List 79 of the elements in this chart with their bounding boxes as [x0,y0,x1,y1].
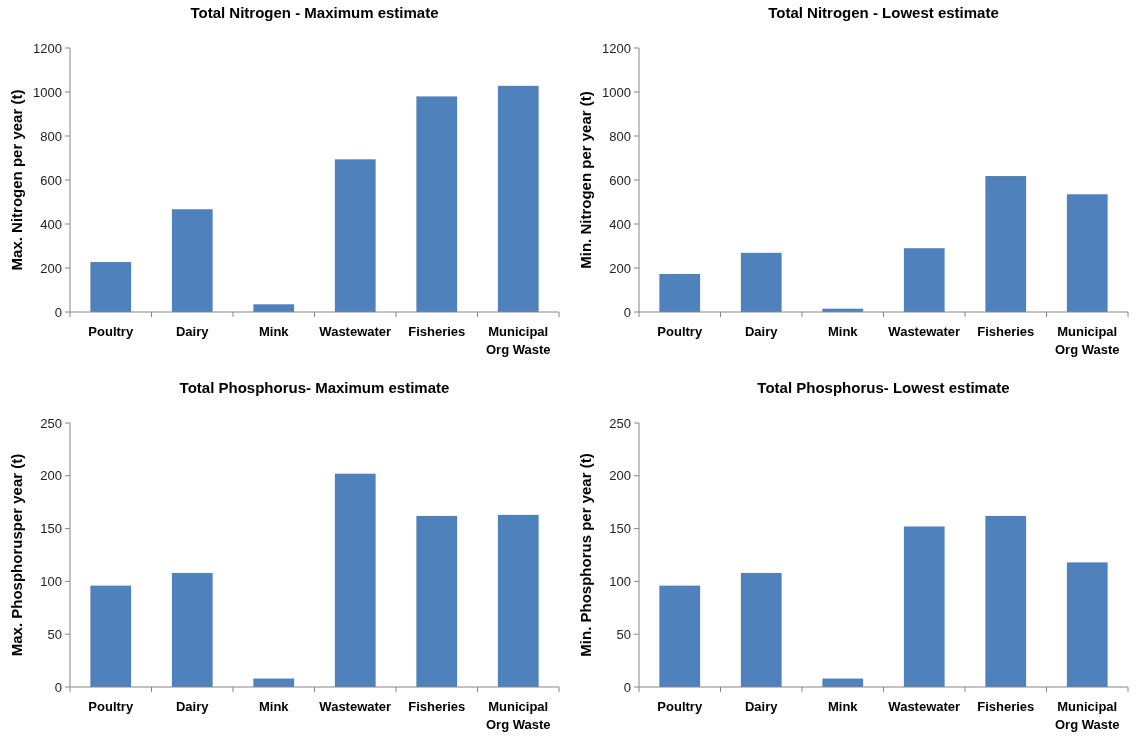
y-tick-label: 0 [54,679,62,695]
x-tick-label: Poultry [88,324,134,339]
x-tick-label: Dairy [175,699,210,714]
bar [416,96,458,312]
x-tick-label: Dairy [175,324,210,339]
x-tick-label: Mink [258,324,290,339]
bar [903,248,945,312]
x-tick-label: Mink [258,699,290,714]
y-tick-label: 200 [609,468,631,484]
x-tick-label: Dairy [744,699,779,714]
chart-title: Total Nitrogen - Maximum estimate [190,4,439,21]
y-tick-label: 50 [616,626,631,642]
bar [659,585,701,687]
y-tick-label: 150 [609,521,631,537]
bar [416,515,458,687]
bar [334,159,376,312]
bar [90,262,132,312]
x-tick-label: Municipal Org Waste [1054,324,1120,357]
y-axis-title: Min. Phosphorus per year (t) [577,453,594,657]
y-tick-label: 1200 [602,40,631,56]
bar [740,572,782,687]
y-tick-label: 400 [609,216,631,232]
bar [171,572,213,687]
y-tick-label: 1000 [602,84,631,100]
y-axis-title: Max. Nitrogen per year (t) [8,89,25,271]
bar [1066,562,1108,687]
bar [903,526,945,687]
y-tick-label: 50 [47,626,62,642]
bar [171,209,213,312]
bar [497,85,539,312]
x-tick-label: Municipal Org Waste [485,324,551,357]
x-tick-label: Dairy [744,324,779,339]
bar [985,515,1027,687]
bar [497,514,539,687]
chart-title: Total Nitrogen - Lowest estimate [768,4,999,21]
x-tick-label: Wastewater [888,699,961,714]
x-tick-label: Fisheries [408,324,466,339]
y-tick-label: 200 [40,260,62,276]
y-tick-label: 0 [623,679,631,695]
x-tick-label: Poultry [657,699,703,714]
bar [985,176,1027,312]
x-tick-label: Fisheries [408,699,466,714]
y-tick-label: 100 [40,573,62,589]
x-tick-label: Mink [827,699,859,714]
x-tick-label: Fisheries [977,324,1035,339]
x-tick-label: Poultry [88,699,134,714]
bar [1066,194,1108,312]
x-tick-label: Municipal Org Waste [485,699,551,732]
x-tick-label: Poultry [657,324,703,339]
y-tick-label: 250 [40,415,62,431]
y-tick-label: 250 [609,415,631,431]
y-tick-label: 800 [609,128,631,144]
y-tick-label: 200 [609,260,631,276]
x-tick-label: Municipal Org Waste [1054,699,1120,732]
y-tick-label: 200 [40,468,62,484]
y-tick-label: 1200 [33,40,62,56]
y-tick-label: 600 [609,172,631,188]
x-tick-label: Wastewater [319,324,392,339]
chart-title: Total Phosphorus- Maximum estimate [179,379,450,396]
y-tick-label: 400 [40,216,62,232]
bar [90,585,132,687]
y-tick-label: 600 [40,172,62,188]
x-tick-label: Wastewater [888,324,961,339]
y-tick-label: 150 [40,521,62,537]
bar [334,473,376,687]
y-axis-title: Max. Phosphorusper year (t) [8,453,25,657]
bar [659,273,701,312]
x-tick-label: Wastewater [319,699,392,714]
y-tick-label: 0 [54,304,62,320]
y-axis-title: Min. Nitrogen per year (t) [577,91,594,269]
x-tick-label: Fisheries [977,699,1035,714]
chart-title: Total Phosphorus- Lowest estimate [757,379,1010,396]
y-tick-label: 100 [609,573,631,589]
x-tick-label: Mink [827,324,859,339]
y-tick-label: 1000 [33,84,62,100]
y-tick-label: 800 [40,128,62,144]
y-tick-label: 0 [623,304,631,320]
bar [253,304,295,312]
bar [740,252,782,312]
